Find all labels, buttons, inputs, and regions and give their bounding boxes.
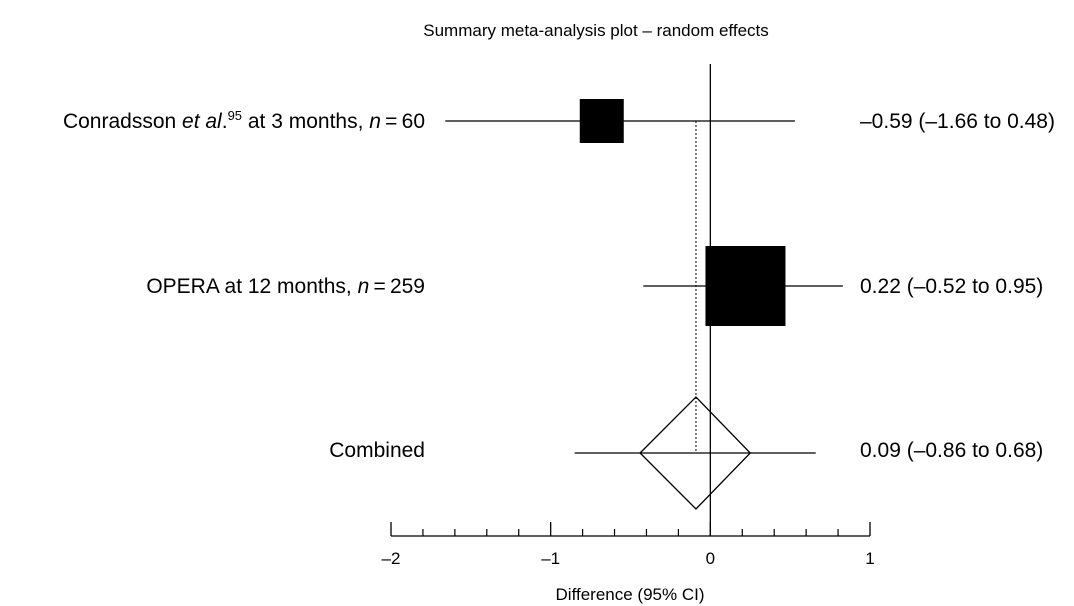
study-box	[705, 246, 786, 326]
label-part: OPERA at 12 months,	[146, 275, 357, 298]
label-part: = 259	[369, 275, 425, 298]
tick-label: 0	[706, 549, 715, 568]
tick-label: –1	[541, 549, 560, 568]
label-part: 95	[228, 108, 242, 123]
tick-label: 1	[865, 549, 874, 568]
plot-title: Summary meta-analysis plot – random effe…	[423, 21, 769, 40]
effect-estimate-label: 0.22 (–0.52 to 0.95)	[860, 275, 1043, 298]
study-label: OPERA at 12 months, n = 259	[146, 275, 425, 298]
tick-label: –2	[382, 549, 401, 568]
combined-diamond	[639, 396, 752, 510]
label-part: = 60	[381, 110, 425, 133]
study-label: Conradsson et al.95 at 3 months, n = 60	[63, 108, 425, 133]
effect-estimate-label: –0.59 (–1.66 to 0.48)	[860, 110, 1055, 133]
label-part: Conradsson	[63, 110, 182, 133]
label-part: et al	[182, 110, 223, 133]
label-part: .	[222, 110, 228, 133]
plot-area: Conradsson et al.95 at 3 months, n = 60 –…	[63, 64, 1055, 568]
label-part: n	[358, 275, 370, 298]
combined-label: Combined	[329, 439, 425, 462]
label-part: at 3 months,	[242, 110, 369, 133]
combined-effect-label: 0.09 (–0.86 to 0.68)	[860, 439, 1043, 462]
label-part: n	[369, 110, 381, 133]
label-part: Combined	[329, 439, 425, 462]
study-box	[579, 99, 624, 143]
x-axis-label: Difference (95% CI)	[556, 585, 705, 604]
